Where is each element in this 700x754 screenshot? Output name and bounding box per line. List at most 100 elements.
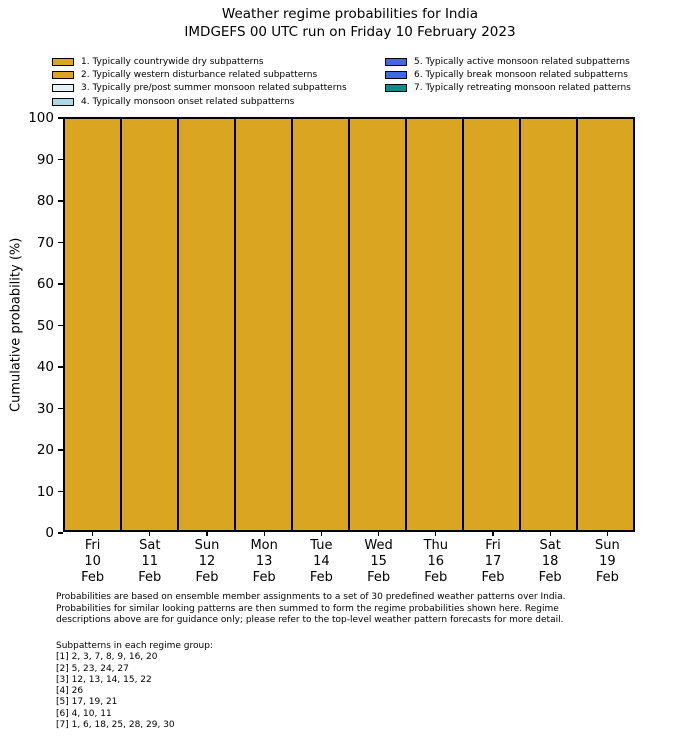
y-tick-label: 60 (36, 276, 54, 292)
y-tick-mark (58, 366, 63, 368)
legend-item: 1. Typically countrywide dry subpatterns (52, 57, 347, 67)
x-tick-mark (549, 532, 551, 536)
y-tick-mark (58, 200, 63, 202)
y-tick-mark (58, 532, 63, 534)
stacked-bar (64, 118, 121, 531)
legend-swatch (385, 84, 407, 93)
legend-column-left: 1. Typically countrywide dry subpatterns… (52, 57, 347, 110)
plot-area: 0 10 20 30 40 50 60 70 80 90 100 Fri 10 Feb Sat 11 Feb Su… (28, 110, 635, 585)
bar-segment (349, 118, 406, 531)
x-tick-mark (492, 532, 494, 536)
bar-segment (235, 118, 292, 531)
legend-label: 5. Typically active monsoon related subp… (414, 57, 630, 67)
x-tick-label-line: 10 (84, 554, 101, 569)
y-tick-label: 10 (36, 483, 54, 500)
subpattern-line: [1] 2, 3, 7, 8, 9, 16, 20 (56, 652, 158, 663)
x-tick-label-line: 11 (141, 554, 159, 569)
y-tick-label: 40 (36, 359, 54, 375)
legend-swatch (52, 58, 74, 66)
subpattern-line: [7] 1, 6, 18, 25, 28, 29, 30 (56, 720, 175, 731)
legend-item: 6. Typically break monsoon related subpa… (385, 70, 631, 80)
x-tick-label: Sat 11 Feb (118, 538, 182, 586)
subpattern-line: [4] 26 (56, 686, 84, 697)
x-tick-mark (206, 532, 208, 536)
x-tick-label: Sat 18 Feb (518, 538, 582, 586)
bar-segment (463, 118, 520, 531)
x-tick-mark (263, 532, 265, 536)
x-tick-label-line: Sun (595, 538, 620, 553)
y-tick-mark (58, 324, 63, 327)
legend-item: 5. Typically active monsoon related subp… (385, 57, 631, 67)
x-tick-label-line: 12 (198, 554, 216, 569)
legend-label: 7. Typically retreating monsoon related … (414, 83, 631, 94)
y-tick-label: 30 (36, 400, 54, 417)
x-tick-label-line: Mon (250, 538, 278, 553)
x-tick-mark (91, 532, 94, 536)
stacked-bar (577, 118, 634, 531)
x-tick-label-line: 18 (541, 554, 559, 569)
y-tick-label: 70 (36, 234, 54, 251)
legend-swatch (52, 84, 74, 93)
y-tick-label: 100 (28, 110, 54, 126)
x-tick-label-line: Sat (139, 538, 161, 553)
y-tick-mark (58, 241, 63, 244)
legend-swatch (52, 71, 74, 80)
x-tick-label-line: Fri (485, 538, 501, 553)
y-tick-label: 20 (36, 442, 54, 458)
x-tick-label-line: Fri (84, 538, 101, 553)
subpattern-line: [6] 4, 10, 11 (56, 708, 112, 719)
y-tick-label: 50 (36, 317, 54, 334)
x-tick-label-line: Feb (252, 570, 276, 585)
stacked-bar (463, 118, 520, 531)
x-tick-mark (377, 532, 380, 536)
chart-title-line2: IMDGEFS 00 UTC run on Friday 10 February… (184, 23, 516, 40)
bar-segment (292, 118, 349, 531)
x-tick-label-line: 19 (599, 554, 616, 569)
subpattern-line: [2] 5, 23, 24, 27 (56, 663, 129, 674)
stacked-bar (292, 118, 349, 531)
stacked-bar (406, 118, 463, 531)
x-tick-label-line: 16 (427, 554, 445, 569)
x-tick-label: Sun 19 Feb (575, 538, 639, 586)
bars-container (64, 118, 634, 531)
x-tick-mark (606, 532, 609, 536)
x-tick-label: Sun 12 Feb (175, 538, 239, 586)
y-tick-mark (58, 117, 63, 119)
stacked-bar (349, 118, 406, 531)
legend-label: 2. Typically western disturbance related… (81, 70, 318, 81)
legend-item: 2. Typically western disturbance related… (52, 70, 347, 80)
footnote-line: descriptions above are for guidance only… (56, 615, 564, 625)
legend-label: 6. Typically break monsoon related subpa… (414, 70, 628, 81)
y-tick-mark (58, 407, 63, 410)
x-tick-mark (320, 532, 323, 536)
x-tick-label-line: Feb (595, 570, 619, 585)
subpattern-line: [3] 12, 13, 14, 15, 22 (56, 674, 152, 685)
legend-item: 4. Typically monsoon onset related subpa… (52, 97, 347, 107)
bar-segment (520, 118, 577, 531)
subpatterns-header: Subpatterns in each regime group: (56, 641, 213, 651)
legend-swatch (385, 58, 407, 66)
x-tick-label-line: 13 (255, 554, 273, 569)
legend-swatch (385, 71, 407, 80)
x-tick-label-line: 15 (370, 554, 387, 569)
y-tick-label: 0 (45, 525, 54, 541)
footnote: Probabilities are based on ensemble memb… (56, 592, 565, 627)
x-tick-label-line: Thu (423, 538, 448, 553)
stacked-bar (520, 118, 577, 531)
bar-segment (406, 118, 463, 531)
x-tick-label-line: Tue (310, 538, 333, 553)
x-tick-label-line: 17 (484, 554, 502, 569)
x-tick-label-line: Feb (138, 570, 162, 585)
chart-title-line1: Weather regime probabilities for India (221, 6, 479, 22)
x-tick-label-line: Feb (481, 570, 505, 585)
x-tick-label: Mon 13 Feb (232, 538, 296, 586)
x-tick-label-line: Feb (309, 570, 333, 585)
legend-item: 7. Typically retreating monsoon related … (385, 83, 631, 93)
bar-segment (64, 118, 121, 531)
bar-segment (121, 118, 178, 531)
legend-column-right: 5. Typically active monsoon related subp… (385, 57, 631, 97)
x-tick-label-line: Feb (367, 570, 391, 585)
y-tick-mark (58, 158, 63, 161)
y-tick-mark (58, 490, 63, 493)
